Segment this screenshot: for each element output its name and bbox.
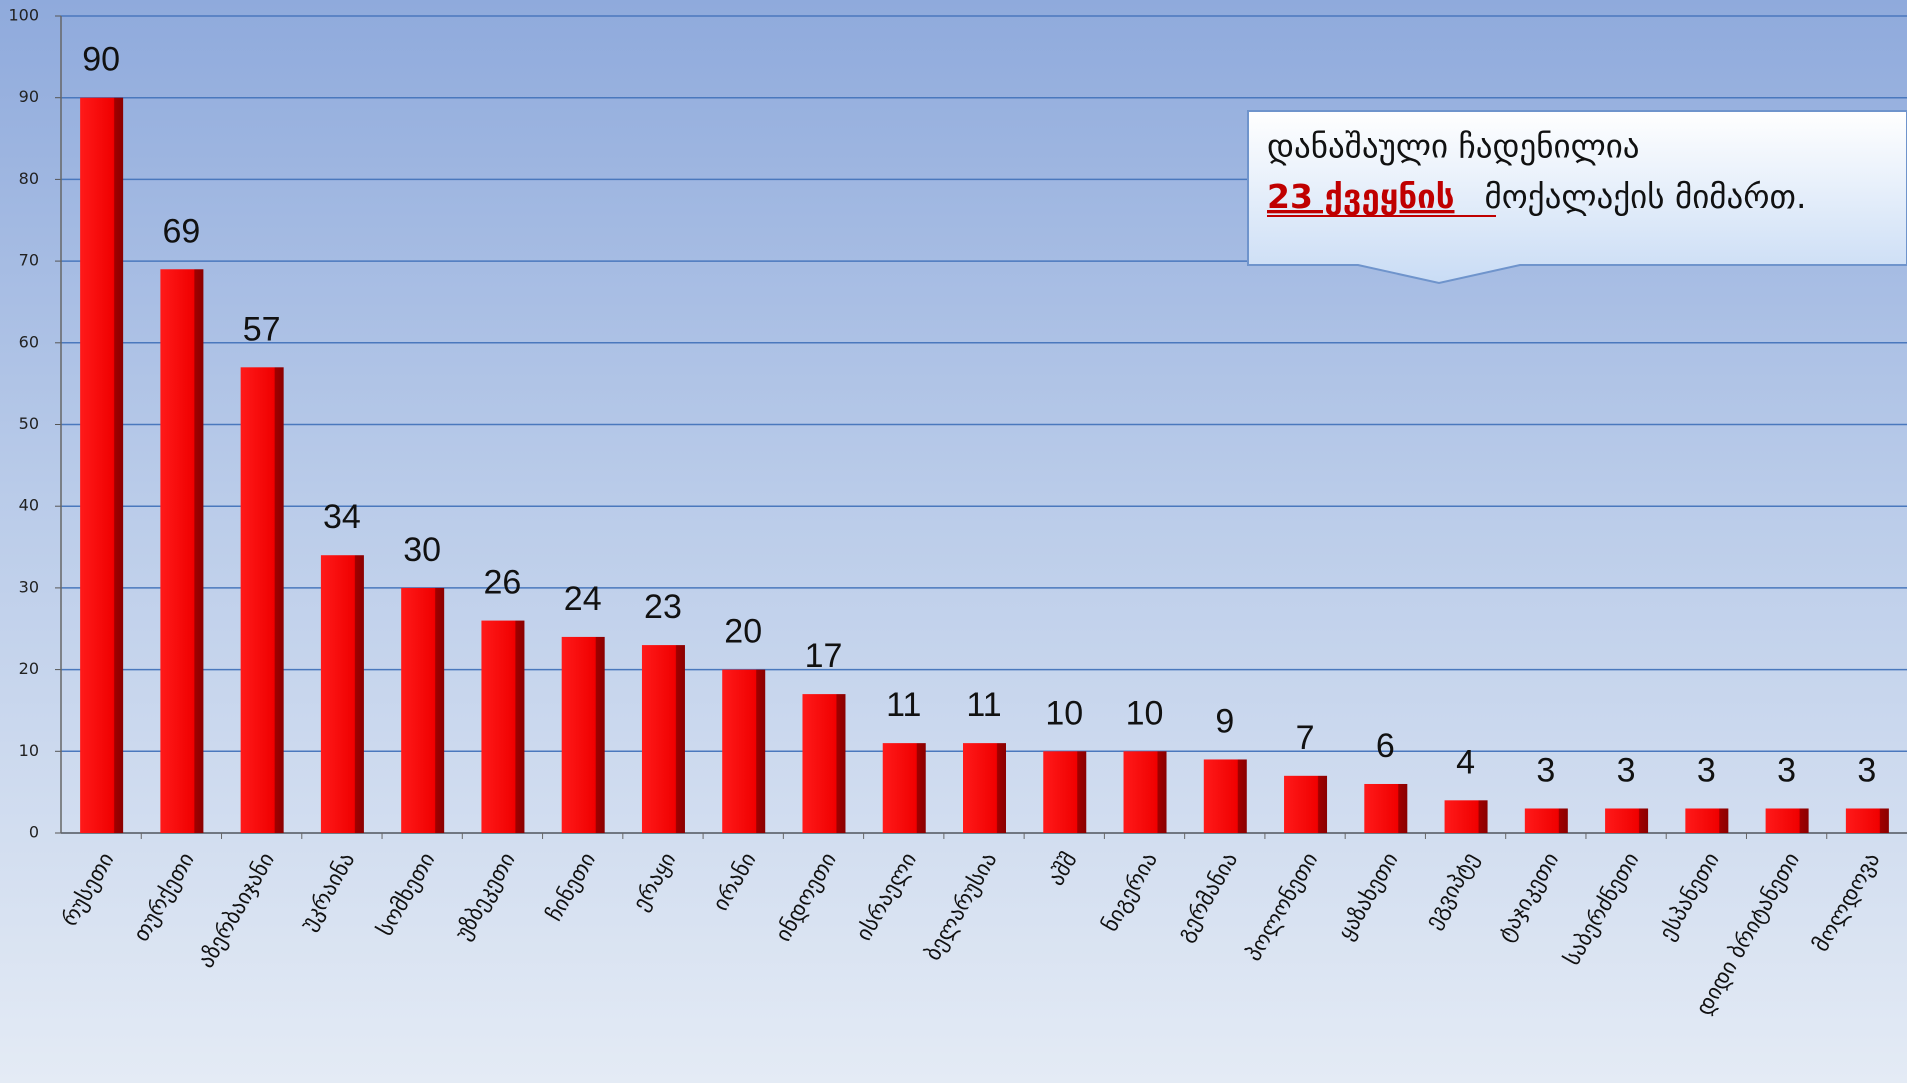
data-label: 17 bbox=[805, 637, 843, 675]
data-label: 24 bbox=[564, 580, 602, 618]
callout-line: დანაშაული ჩადენილია bbox=[1267, 127, 1640, 166]
bar bbox=[80, 97, 124, 833]
callout-line: 23 ქვეყნის მოქალაქის მიმართ. bbox=[1267, 177, 1806, 216]
y-tick-label: 40 bbox=[19, 496, 39, 515]
data-label: 69 bbox=[162, 212, 200, 250]
y-tick-label: 100 bbox=[8, 6, 39, 25]
bar bbox=[1284, 775, 1328, 833]
bar bbox=[963, 743, 1006, 833]
bar bbox=[1444, 800, 1488, 833]
data-label: 57 bbox=[243, 310, 281, 348]
y-tick-label: 70 bbox=[19, 251, 39, 270]
bar bbox=[561, 636, 605, 833]
y-tick-label: 0 bbox=[29, 823, 39, 842]
data-label: 7 bbox=[1296, 719, 1315, 757]
bar bbox=[1765, 808, 1809, 833]
data-label: 11 bbox=[886, 686, 921, 724]
data-label: 3 bbox=[1777, 751, 1796, 789]
y-tick-label: 90 bbox=[19, 87, 39, 106]
data-label: 90 bbox=[82, 41, 120, 79]
bar bbox=[401, 587, 445, 833]
callout: დანაშაული ჩადენილია 23 ქვეყნის მოქალაქის … bbox=[1247, 110, 1907, 285]
data-label: 9 bbox=[1215, 702, 1234, 740]
bar bbox=[320, 555, 364, 833]
data-label: 30 bbox=[403, 531, 441, 569]
bar bbox=[1524, 808, 1568, 833]
bar bbox=[641, 645, 685, 833]
data-label: 23 bbox=[644, 588, 682, 626]
data-label: 26 bbox=[484, 564, 522, 602]
callout-box bbox=[1247, 110, 1907, 285]
data-label: 6 bbox=[1376, 727, 1395, 765]
bar bbox=[802, 694, 846, 833]
data-label: 34 bbox=[323, 498, 361, 536]
data-label: 20 bbox=[724, 613, 762, 651]
y-tick-label: 30 bbox=[19, 577, 39, 596]
bar bbox=[1043, 751, 1087, 833]
bar bbox=[481, 620, 525, 833]
bar bbox=[722, 669, 766, 833]
data-label: 3 bbox=[1536, 751, 1555, 789]
callout-highlight: 23 ქვეყნის bbox=[1267, 177, 1455, 216]
data-label: 10 bbox=[1045, 694, 1083, 732]
data-label: 11 bbox=[966, 686, 1001, 724]
data-label: 10 bbox=[1126, 694, 1164, 732]
bar bbox=[1123, 751, 1167, 833]
data-label: 3 bbox=[1617, 751, 1636, 789]
y-tick-label: 50 bbox=[19, 414, 39, 433]
bar bbox=[882, 743, 926, 833]
bar bbox=[160, 269, 204, 833]
bar bbox=[1203, 759, 1247, 833]
y-tick-label: 20 bbox=[19, 659, 39, 678]
bar bbox=[1685, 808, 1729, 833]
y-tick-label: 80 bbox=[19, 169, 39, 188]
data-label: 3 bbox=[1857, 751, 1876, 789]
bar bbox=[240, 367, 284, 833]
y-tick-label: 60 bbox=[19, 332, 39, 351]
callout-rest: მოქალაქის მიმართ. bbox=[1485, 177, 1807, 216]
data-label: 4 bbox=[1456, 743, 1475, 781]
bar bbox=[1605, 808, 1649, 833]
data-label: 3 bbox=[1697, 751, 1716, 789]
bar bbox=[1364, 783, 1408, 833]
y-tick-label: 10 bbox=[19, 741, 39, 760]
bar bbox=[1845, 808, 1889, 833]
